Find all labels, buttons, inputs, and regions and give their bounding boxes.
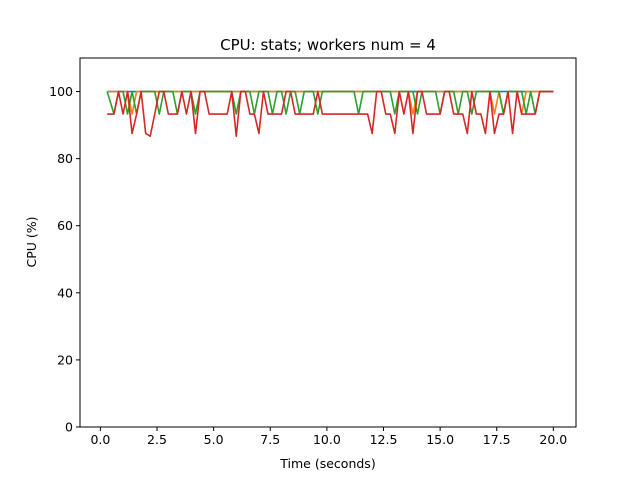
x-tick-label: 7.5 xyxy=(260,432,280,447)
y-tick-label: 100 xyxy=(49,84,73,99)
y-tick-label: 60 xyxy=(57,218,73,233)
chart-title: CPU: stats; workers num = 4 xyxy=(220,36,436,54)
x-tick-label: 20.0 xyxy=(539,432,567,447)
y-tick-label: 40 xyxy=(57,285,73,300)
y-axis-label: CPU (%) xyxy=(24,216,39,267)
plot-frame xyxy=(79,57,577,428)
y-tick-label: 80 xyxy=(57,151,73,166)
ticks-layer: 0.0 2.5 5.0 7.5 10.0 12.5 15.0 17.5 20.0 0 20 40 60 8… xyxy=(49,84,567,447)
y-tick-label: 0 xyxy=(65,420,73,435)
x-tick-label: 17.5 xyxy=(483,432,511,447)
series-line-4 xyxy=(107,90,554,137)
series-layer xyxy=(106,90,554,137)
x-tick-label: 12.5 xyxy=(370,432,398,447)
x-tick-label: 0.0 xyxy=(90,432,110,447)
x-tick-label: 2.5 xyxy=(147,432,167,447)
x-axis-label: Time (seconds) xyxy=(279,456,375,471)
y-tick-label: 20 xyxy=(57,352,73,367)
x-tick-label: 15.0 xyxy=(426,432,454,447)
series-line-3 xyxy=(106,90,554,115)
x-tick-label: 10.0 xyxy=(313,432,341,447)
x-tick-label: 5.0 xyxy=(204,432,224,447)
